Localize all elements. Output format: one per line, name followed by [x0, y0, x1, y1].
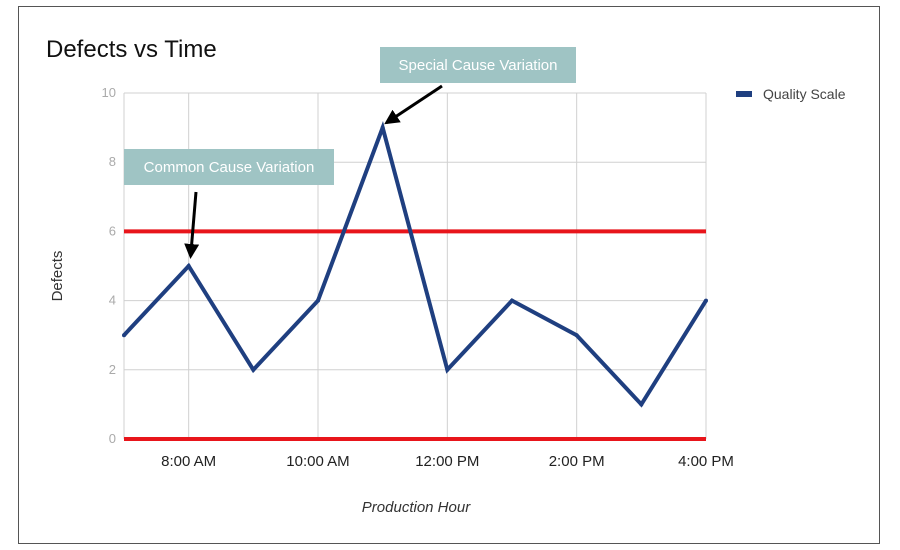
series-layer [122, 121, 708, 408]
series-line [122, 121, 708, 408]
y-axis-ticks: 0 2 4 6 8 10 [102, 85, 116, 446]
x-axis-ticks: 8:00 AM 10:00 AM 12:00 PM 2:00 PM 4:00 PM [161, 453, 734, 470]
x-tick-label: 12:00 PM [415, 453, 479, 470]
x-tick-label: 4:00 PM [678, 453, 734, 470]
annotation-arrow [384, 84, 443, 125]
chart-title: Defects vs Time [46, 36, 217, 63]
y-tick-label: 4 [109, 293, 116, 308]
annotation-label: Special Cause Variation [399, 57, 558, 74]
data-point [704, 298, 708, 303]
y-tick-label: 0 [109, 431, 116, 446]
legend-swatch [736, 91, 752, 97]
y-axis-label: Defects [49, 251, 66, 302]
y-tick-label: 10 [102, 85, 116, 100]
data-point [574, 333, 579, 338]
annotation-label: Common Cause Variation [144, 159, 315, 176]
legend-label: Quality Scale [763, 86, 846, 102]
x-axis-label: Production Hour [362, 499, 471, 516]
data-point [122, 333, 126, 338]
data-point [251, 367, 256, 372]
grid [123, 92, 707, 440]
legend: Quality Scale [736, 86, 846, 102]
reference-lines [124, 229, 706, 441]
x-tick-label: 8:00 AM [161, 453, 216, 470]
y-tick-label: 8 [109, 154, 116, 169]
annotations: Common Cause Variation Special Cause Vari… [124, 47, 576, 259]
y-tick-label: 6 [109, 223, 116, 238]
data-point [186, 264, 191, 268]
data-point [316, 298, 320, 303]
annotation-box [124, 149, 334, 185]
x-tick-label: 10:00 AM [286, 453, 349, 470]
data-point [380, 125, 385, 130]
annotation-arrow [184, 191, 200, 259]
data-point [510, 298, 514, 303]
data-point [445, 367, 450, 372]
data-point [639, 402, 644, 407]
y-tick-label: 2 [109, 362, 116, 377]
annotation-box [380, 47, 576, 83]
x-tick-label: 2:00 PM [549, 453, 605, 470]
